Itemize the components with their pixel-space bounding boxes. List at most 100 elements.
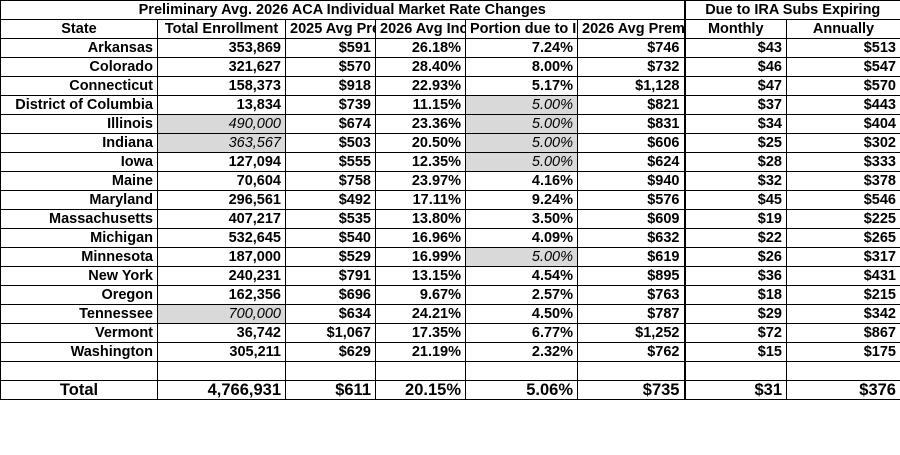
cell-enrollment: 36,742 [157, 323, 286, 343]
cell-enrollment: 13,834 [157, 95, 286, 115]
cell-enrollment: 158,373 [157, 76, 286, 96]
header-premium-2025: 2025 Avg Premium [285, 19, 376, 39]
cell-enrollment: 363,567 [157, 133, 286, 153]
cell-premium-2026: $895 [577, 266, 686, 286]
cell-enrollment: 407,217 [157, 209, 286, 229]
subsidy-title: Due to IRA Subs Expiring [684, 0, 900, 20]
cell-avg-increase: 17.35% [375, 323, 466, 343]
cell-enrollment: 127,094 [157, 152, 286, 172]
cell-avg-increase: 17.11% [375, 190, 466, 210]
table-row: Vermont 36,742 $1,067 17.35% 6.77% $1,252 $72 $… [0, 323, 900, 343]
cell-avg-increase: 21.19% [375, 342, 466, 362]
total-cell-avg-increase: 20.15% [375, 380, 466, 400]
cell-premium-2025: $696 [285, 285, 376, 305]
table-row: Maine 70,604 $758 23.97% 4.16% $940 $32 $378 [0, 171, 900, 191]
cell-subsidy-portion: 2.32% [465, 342, 578, 362]
cell-subsidy-portion: 4.54% [465, 266, 578, 286]
cell-premium-2025: $1,067 [285, 323, 376, 343]
cell-subsidy-portion: 4.16% [465, 171, 578, 191]
cell-annually: $867 [786, 323, 900, 343]
cell-monthly: $19 [684, 209, 787, 229]
table-row: Indiana 363,567 $503 20.50% 5.00% $606 $25 $302 [0, 133, 900, 153]
cell-enrollment: 187,000 [157, 247, 286, 267]
table-row: Colorado 321,627 $570 28.40% 8.00% $732 $46 $54… [0, 57, 900, 77]
table-row: Michigan 532,645 $540 16.96% 4.09% $632 $22 $26… [0, 228, 900, 248]
cell-state: Indiana [0, 133, 158, 153]
header-monthly: Monthly [684, 19, 787, 39]
cell-avg-increase: 13.15% [375, 266, 466, 286]
blank-cell [375, 361, 466, 381]
cell-state: Oregon [0, 285, 158, 305]
cell-annually: $513 [786, 38, 900, 58]
header-state: State [0, 19, 158, 39]
cell-premium-2026: $576 [577, 190, 686, 210]
cell-annually: $265 [786, 228, 900, 248]
table-row: Maryland 296,561 $492 17.11% 9.24% $576 $45 $54… [0, 190, 900, 210]
total-cell-monthly: $31 [684, 380, 787, 400]
total-cell-premium-2025: $611 [285, 380, 376, 400]
cell-annually: $333 [786, 152, 900, 172]
cell-state: Iowa [0, 152, 158, 172]
cell-premium-2025: $791 [285, 266, 376, 286]
table-row: Washington 305,211 $629 21.19% 2.32% $762 $15 $… [0, 342, 900, 362]
cell-monthly: $43 [684, 38, 787, 58]
blank-cell [285, 361, 376, 381]
cell-annually: $317 [786, 247, 900, 267]
cell-avg-increase: 22.93% [375, 76, 466, 96]
cell-annually: $378 [786, 171, 900, 191]
table-row: New York 240,231 $791 13.15% 4.54% $895 $36 $43… [0, 266, 900, 286]
cell-state: Washington [0, 342, 158, 362]
total-cell-annually: $376 [786, 380, 900, 400]
cell-state: Illinois [0, 114, 158, 134]
table-row: Massachusetts 407,217 $535 13.80% 3.50% $609 $… [0, 209, 900, 229]
cell-premium-2026: $1,128 [577, 76, 686, 96]
cell-premium-2025: $503 [285, 133, 376, 153]
cell-premium-2026: $606 [577, 133, 686, 153]
cell-premium-2026: $619 [577, 247, 686, 267]
cell-premium-2026: $763 [577, 285, 686, 305]
table-row: Illinois 490,000 $674 23.36% 5.00% $831 $34 $40… [0, 114, 900, 134]
blank-cell [465, 361, 578, 381]
cell-subsidy-portion: 5.00% [465, 247, 578, 267]
cell-subsidy-portion: 5.00% [465, 95, 578, 115]
cell-monthly: $29 [684, 304, 787, 324]
cell-enrollment: 162,356 [157, 285, 286, 305]
cell-state: Arkansas [0, 38, 158, 58]
cell-avg-increase: 24.21% [375, 304, 466, 324]
cell-avg-increase: 13.80% [375, 209, 466, 229]
cell-enrollment: 296,561 [157, 190, 286, 210]
cell-subsidy-portion: 9.24% [465, 190, 578, 210]
cell-subsidy-portion: 4.09% [465, 228, 578, 248]
cell-subsidy-portion: 5.00% [465, 133, 578, 153]
cell-monthly: $34 [684, 114, 787, 134]
cell-premium-2025: $739 [285, 95, 376, 115]
cell-premium-2026: $762 [577, 342, 686, 362]
cell-premium-2025: $634 [285, 304, 376, 324]
total-cell-state: Total [0, 380, 158, 400]
cell-enrollment: 700,000 [157, 304, 286, 324]
cell-annually: $215 [786, 285, 900, 305]
cell-premium-2026: $940 [577, 171, 686, 191]
cell-subsidy-portion: 8.00% [465, 57, 578, 77]
cell-monthly: $47 [684, 76, 787, 96]
cell-premium-2026: $787 [577, 304, 686, 324]
cell-avg-increase: 16.99% [375, 247, 466, 267]
blank-cell [157, 361, 286, 381]
blank-cell [0, 361, 158, 381]
cell-enrollment: 532,645 [157, 228, 286, 248]
cell-premium-2025: $918 [285, 76, 376, 96]
cell-subsidy-portion: 6.77% [465, 323, 578, 343]
cell-monthly: $22 [684, 228, 787, 248]
cell-subsidy-portion: 4.50% [465, 304, 578, 324]
table-row: Minnesota 187,000 $529 16.99% 5.00% $619 $26 $3… [0, 247, 900, 267]
cell-subsidy-portion: 7.24% [465, 38, 578, 58]
cell-premium-2026: $732 [577, 57, 686, 77]
cell-monthly: $45 [684, 190, 787, 210]
cell-monthly: $26 [684, 247, 787, 267]
cell-premium-2025: $555 [285, 152, 376, 172]
header-subsidy-portion: Portion due to IRA Subsidy Expiration [465, 19, 578, 39]
total-row: Total 4,766,931 $611 20.15% 5.06% $735 $31 $376 [0, 380, 900, 400]
cell-avg-increase: 11.15% [375, 95, 466, 115]
table-row: District of Columbia 13,834 $739 11.15% 5.00… [0, 95, 900, 115]
cell-annually: $302 [786, 133, 900, 153]
